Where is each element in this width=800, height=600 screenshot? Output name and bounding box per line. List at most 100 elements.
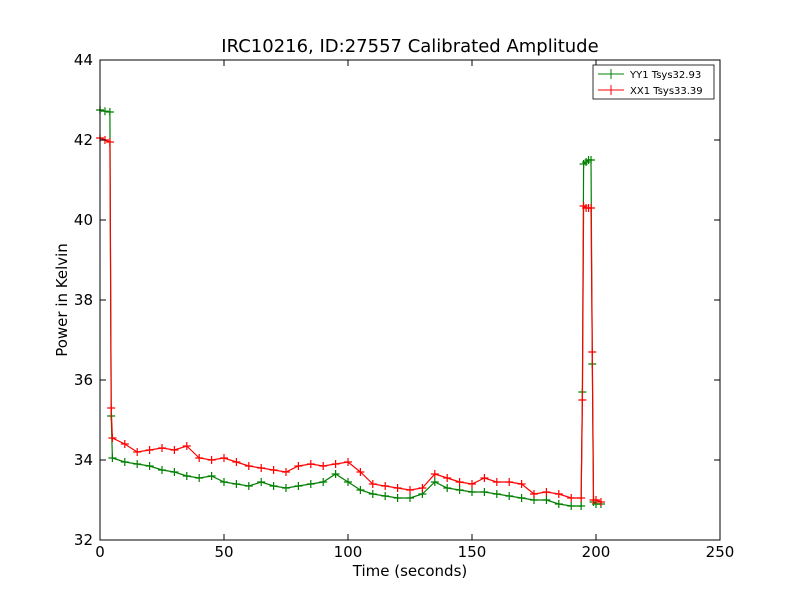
data-point [588, 348, 597, 356]
data-point [269, 466, 278, 474]
data-point [542, 496, 551, 504]
data-point [170, 446, 179, 454]
y-axis-title: Power in Kelvin [53, 243, 71, 357]
data-point [145, 462, 154, 470]
data-point [220, 478, 228, 486]
x-tick-label: 250 [706, 543, 735, 561]
data-point [195, 474, 204, 482]
data-point [393, 484, 402, 492]
data-point [554, 490, 563, 498]
data-point [232, 480, 241, 488]
data-point [282, 468, 290, 476]
y-tick-label: 36 [74, 371, 93, 389]
data-point [108, 434, 117, 442]
data-point [306, 460, 315, 468]
data-point [294, 462, 303, 470]
x-axis-title: Time (seconds) [352, 562, 468, 580]
x-tick-label: 200 [582, 543, 611, 561]
data-point [107, 404, 116, 412]
data-point [393, 494, 402, 502]
data-point [430, 478, 439, 486]
data-point [455, 478, 464, 486]
data-point [232, 458, 241, 466]
data-point [133, 448, 142, 456]
y-tick-label: 42 [74, 131, 93, 149]
data-point [443, 484, 452, 492]
data-point [319, 478, 328, 486]
data-point [145, 446, 154, 454]
data-point [158, 466, 166, 474]
data-point [587, 156, 596, 164]
data-point [195, 454, 204, 462]
data-point [207, 456, 216, 464]
data-point [530, 490, 538, 498]
data-point [244, 462, 253, 470]
y-tick-label: 40 [74, 211, 93, 229]
data-point [577, 502, 586, 510]
legend: YY1 Tsys32.93 XX1 Tsys33.39 [592, 64, 715, 100]
data-point [567, 494, 576, 502]
data-point [430, 470, 439, 478]
data-point [381, 492, 390, 500]
data-point [368, 490, 377, 498]
data-point [492, 478, 501, 486]
data-point [344, 478, 352, 486]
data-point [105, 108, 114, 116]
data-point [257, 478, 266, 486]
x-tick-label: 100 [334, 543, 363, 561]
data-point [468, 488, 476, 496]
y-tick-label: 32 [74, 531, 93, 549]
x-tick-label: 50 [214, 543, 233, 561]
data-point [381, 482, 390, 490]
data-point [455, 486, 464, 494]
data-point [170, 468, 179, 476]
data-point [100, 107, 109, 116]
data-point [443, 474, 452, 482]
series-1 [96, 134, 605, 506]
data-point [406, 494, 414, 502]
legend-label-xx1: XX1 Tsys33.39 [630, 86, 703, 97]
data-point [282, 484, 290, 492]
data-point [587, 204, 596, 212]
data-point [517, 494, 526, 502]
data-point [505, 478, 514, 486]
data-point [344, 458, 352, 466]
y-tick-label: 38 [74, 291, 93, 309]
data-point [406, 486, 414, 494]
ticks-layer: 0 50 100 150 200 250 32 34 36 38 40 42 44 [74, 51, 734, 561]
data-point [105, 138, 114, 146]
legend-label-yy1: YY1 Tsys32.93 [629, 70, 701, 81]
data-point [269, 482, 278, 490]
data-point [331, 470, 340, 478]
data-point [182, 442, 191, 450]
data-point [554, 500, 563, 508]
data-point [182, 472, 191, 480]
data-point [368, 480, 377, 488]
data-point [577, 494, 586, 502]
data-point [356, 486, 365, 494]
data-point [306, 480, 315, 488]
data-point [505, 492, 514, 500]
data-point [480, 488, 489, 496]
data-point [294, 482, 303, 490]
x-tick-label: 0 [95, 543, 105, 561]
data-point [120, 440, 129, 448]
chart-title: IRC10216, ID:27557 Calibrated Amplitude [221, 36, 598, 57]
data-point [468, 480, 476, 488]
legend-frame [592, 64, 715, 100]
y-tick-label: 34 [74, 451, 93, 469]
data-point [596, 498, 605, 506]
x-tick-label: 150 [458, 543, 487, 561]
data-point [244, 482, 253, 490]
data-point [207, 472, 216, 480]
data-point [120, 458, 129, 466]
series-line [99, 137, 602, 503]
data-point [418, 484, 427, 492]
data-point [356, 468, 365, 476]
data-point [158, 444, 166, 452]
data-point [108, 454, 117, 462]
data-point [578, 396, 587, 404]
data-point [542, 488, 551, 496]
